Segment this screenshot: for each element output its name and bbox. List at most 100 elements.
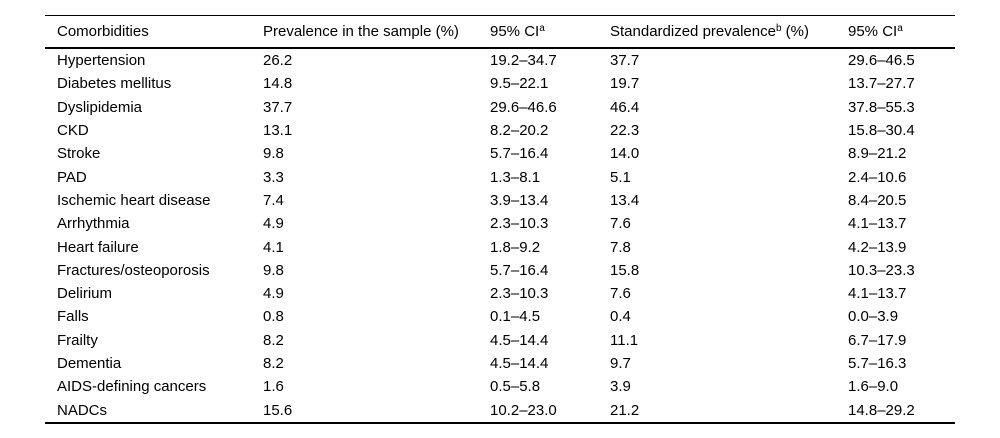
prevalence-cell: 37.7: [263, 98, 293, 116]
comorbidities-table-container: Comorbidities Prevalence in the sample (…: [45, 15, 955, 424]
standardized-prevalence-cell: 5.1: [610, 168, 631, 186]
col-header-comorbidities: Comorbidities: [57, 23, 149, 40]
comorbidities-table: Comorbidities Prevalence in the sample (…: [45, 15, 955, 424]
col-header-ci-standardized: 95% CIa: [848, 16, 955, 49]
standardized-prevalence-superscript: b: [775, 23, 782, 34]
standardized-prevalence-cell: 7.8: [610, 238, 631, 256]
col-header-standardized-prevalence: Standardized prevalenceb (%): [610, 16, 848, 49]
ci-sample-superscript: a: [539, 23, 545, 34]
ci-sample-cell: 1.3–8.1: [490, 168, 541, 186]
table-row: Diabetes mellitus 14.8 9.5–22.1 19.7 13.…: [45, 72, 955, 95]
ci-standardized-cell: 5.7–16.3: [848, 355, 907, 372]
table-row: Falls 0.8 0.1–4.5 0.4 0.0–3.9: [45, 305, 955, 328]
standardized-prevalence-cell: 11.1: [610, 331, 639, 349]
comorbidity-cell: Dementia: [57, 355, 122, 372]
header-row: Comorbidities Prevalence in the sample (…: [45, 16, 955, 49]
ci-sample-cell: 19.2–34.7: [490, 52, 557, 70]
ci-sample-cell: 2.3–10.3: [490, 285, 549, 303]
prevalence-cell: 13.1: [263, 122, 293, 140]
ci-standardized-cell: 15.8–30.4: [848, 122, 915, 140]
ci-standardized-label: 95% CI: [848, 23, 898, 40]
ci-sample-cell: 2.3–10.3: [490, 215, 549, 233]
ci-sample-cell: 9.5–22.1: [490, 75, 549, 93]
prevalence-cell: 4.9: [263, 215, 284, 233]
ci-sample-label: 95% CI: [490, 23, 540, 40]
table-row: PAD 3.3 1.3–8.1 5.1 2.4–10.6: [45, 165, 955, 188]
prevalence-cell: 4.9: [263, 285, 284, 303]
comorbidity-cell: Diabetes mellitus: [57, 75, 172, 93]
table-row: Delirium 4.9 2.3–10.3 7.6 4.1–13.7: [45, 282, 955, 305]
table-row: Fractures/osteoporosis 9.8 5.7–16.4 15.8…: [45, 259, 955, 282]
col-header-prevalence-sample: Prevalence in the sample (%): [263, 23, 459, 40]
table-row: Dyslipidemia 37.7 29.6–46.6 46.4 37.8–55…: [45, 96, 955, 119]
ci-standardized-cell: 1.6–9.0: [848, 378, 899, 396]
ci-sample-cell: 4.5–14.4: [490, 355, 549, 372]
comorbidity-cell: Fractures/osteoporosis: [57, 261, 210, 279]
comorbidity-cell: Stroke: [57, 145, 101, 163]
comorbidity-cell: NADCs: [57, 401, 108, 419]
table-row: Frailty 8.2 4.5–14.4 11.1 6.7–17.9: [45, 329, 955, 352]
prevalence-cell: 26.2: [263, 52, 293, 70]
standardized-prevalence-suffix: (%): [781, 23, 810, 40]
table-row: Dementia 8.2 4.5–14.4 9.7 5.7–16.3: [45, 352, 955, 375]
standardized-prevalence-cell: 46.4: [610, 98, 640, 116]
standardized-prevalence-cell: 0.4: [610, 308, 631, 326]
table-row: AIDS-defining cancers 1.6 0.5–5.8 3.9 1.…: [45, 375, 955, 398]
ci-sample-cell: 0.1–4.5: [490, 308, 541, 326]
prevalence-cell: 9.8: [263, 261, 284, 279]
table-row: CKD 13.1 8.2–20.2 22.3 15.8–30.4: [45, 119, 955, 142]
ci-standardized-cell: 0.0–3.9: [848, 308, 899, 326]
prevalence-cell: 9.8: [263, 145, 284, 163]
standardized-prevalence-cell: 3.9: [610, 378, 631, 396]
prevalence-cell: 8.2: [263, 355, 284, 372]
prevalence-cell: 0.8: [263, 308, 284, 326]
comorbidity-cell: Dyslipidemia: [57, 98, 143, 116]
comorbidity-cell: Arrhythmia: [57, 215, 130, 233]
table-row: Stroke 9.8 5.7–16.4 14.0 8.9–21.2: [45, 142, 955, 165]
comorbidity-cell: Falls: [57, 308, 89, 326]
ci-standardized-cell: 6.7–17.9: [848, 331, 907, 349]
table-row: Heart failure 4.1 1.8–9.2 7.8 4.2–13.9: [45, 235, 955, 258]
ci-standardized-cell: 4.1–13.7: [848, 215, 907, 233]
prevalence-cell: 14.8: [263, 75, 293, 93]
ci-sample-cell: 8.2–20.2: [490, 122, 549, 140]
prevalence-cell: 8.2: [263, 331, 284, 349]
standardized-prevalence-cell: 15.8: [610, 261, 640, 279]
ci-standardized-superscript: a: [897, 23, 903, 34]
comorbidity-cell: AIDS-defining cancers: [57, 378, 207, 396]
col-header-ci-sample: 95% CIa: [490, 16, 610, 49]
ci-sample-cell: 5.7–16.4: [490, 145, 549, 163]
ci-sample-cell: 3.9–13.4: [490, 191, 549, 209]
prevalence-cell: 15.6: [263, 401, 293, 419]
ci-standardized-cell: 4.1–13.7: [848, 285, 907, 303]
ci-standardized-cell: 4.2–13.9: [848, 238, 907, 256]
ci-sample-cell: 29.6–46.6: [490, 98, 557, 116]
comorbidity-cell: Delirium: [57, 285, 113, 303]
ci-sample-cell: 1.8–9.2: [490, 238, 541, 256]
ci-sample-cell: 10.2–23.0: [490, 401, 557, 419]
comorbidity-cell: Hypertension: [57, 52, 146, 70]
ci-sample-cell: 5.7–16.4: [490, 261, 549, 279]
table-row: Arrhythmia 4.9 2.3–10.3 7.6 4.1–13.7: [45, 212, 955, 235]
ci-standardized-cell: 29.6–46.5: [848, 52, 915, 70]
ci-standardized-cell: 8.4–20.5: [848, 191, 907, 209]
standardized-prevalence-cell: 7.6: [610, 285, 631, 303]
standardized-prevalence-cell: 21.2: [610, 401, 640, 419]
ci-standardized-cell: 13.7–27.7: [848, 75, 915, 93]
standardized-prevalence-cell: 9.7: [610, 355, 631, 372]
comorbidity-cell: Heart failure: [57, 238, 139, 256]
standardized-prevalence-cell: 22.3: [610, 122, 640, 140]
table-row: Ischemic heart disease 7.4 3.9–13.4 13.4…: [45, 189, 955, 212]
comorbidity-cell: CKD: [57, 122, 89, 140]
prevalence-cell: 3.3: [263, 168, 284, 186]
standardized-prevalence-cell: 7.6: [610, 215, 631, 233]
prevalence-cell: 1.6: [263, 378, 284, 396]
ci-sample-cell: 4.5–14.4: [490, 331, 549, 349]
ci-standardized-cell: 37.8–55.3: [848, 98, 915, 116]
prevalence-cell: 7.4: [263, 191, 284, 209]
standardized-prevalence-cell: 37.7: [610, 52, 640, 70]
standardized-prevalence-label: Standardized prevalence: [610, 23, 776, 40]
comorbidity-cell: Ischemic heart disease: [57, 191, 211, 209]
standardized-prevalence-cell: 14.0: [610, 145, 640, 163]
table-row: Hypertension 26.2 19.2–34.7 37.7 29.6–46…: [45, 48, 955, 72]
